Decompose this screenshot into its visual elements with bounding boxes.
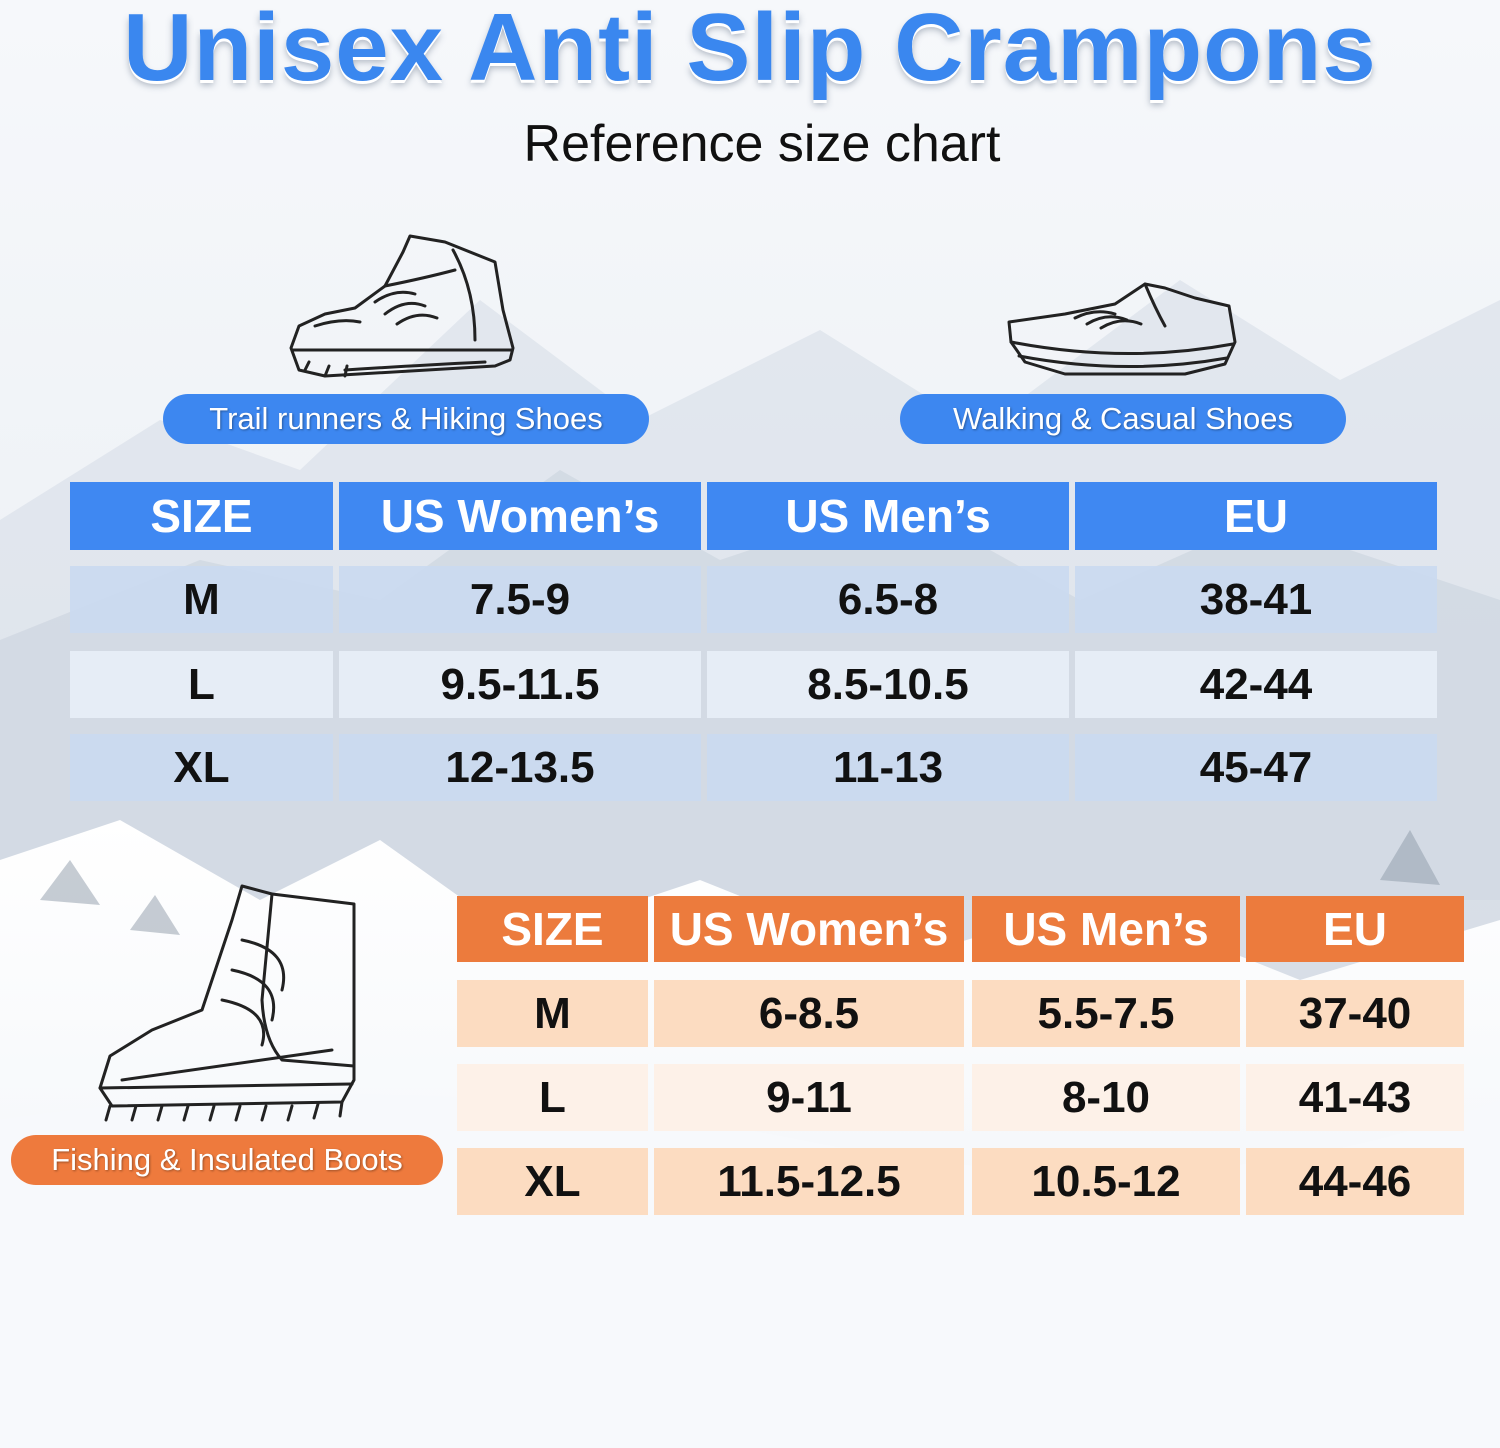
cell-us-womens: 11.5-12.5 xyxy=(654,1148,964,1215)
hiking-shoe-icon xyxy=(289,234,515,378)
page-subtitle: Reference size chart xyxy=(523,115,1001,173)
cell-eu: 37-40 xyxy=(1246,980,1464,1047)
cell-size: XL xyxy=(457,1148,648,1215)
trail-hiking-label: Trail runners & Hiking Shoes xyxy=(163,394,649,444)
cell-us-womens: 9.5-11.5 xyxy=(339,651,701,718)
header-us-mens: US Men’s xyxy=(707,482,1069,550)
cell-us-womens: 7.5-9 xyxy=(339,566,701,633)
cell-eu: 44-46 xyxy=(1246,1148,1464,1215)
cell-eu: 41-43 xyxy=(1246,1064,1464,1131)
cell-us-mens: 11-13 xyxy=(707,734,1069,801)
header-us-mens: US Men’s xyxy=(972,896,1240,962)
cell-size: M xyxy=(457,980,648,1047)
cell-eu: 38-41 xyxy=(1075,566,1437,633)
cell-size: L xyxy=(457,1064,648,1131)
cell-us-mens: 6.5-8 xyxy=(707,566,1069,633)
fishing-insulated-label: Fishing & Insulated Boots xyxy=(11,1135,443,1185)
cell-eu: 45-47 xyxy=(1075,734,1437,801)
cell-us-womens: 9-11 xyxy=(654,1064,964,1131)
cell-size: M xyxy=(70,566,333,633)
cell-us-mens: 8.5-10.5 xyxy=(707,651,1069,718)
header-eu: EU xyxy=(1075,482,1437,550)
header-us-womens: US Women’s xyxy=(654,896,964,962)
walking-casual-label: Walking & Casual Shoes xyxy=(900,394,1346,444)
cell-us-womens: 6-8.5 xyxy=(654,980,964,1047)
page-title: Unisex Anti Slip Crampons xyxy=(123,0,1377,101)
header-size: SIZE xyxy=(457,896,648,962)
cell-us-mens: 5.5-7.5 xyxy=(972,980,1240,1047)
cell-us-mens: 8-10 xyxy=(972,1064,1240,1131)
header-size: SIZE xyxy=(70,482,333,550)
header-us-womens: US Women’s xyxy=(339,482,701,550)
cell-eu: 42-44 xyxy=(1075,651,1437,718)
cell-us-womens: 12-13.5 xyxy=(339,734,701,801)
cell-size: L xyxy=(70,651,333,718)
cell-size: XL xyxy=(70,734,333,801)
header-eu: EU xyxy=(1246,896,1464,962)
cell-us-mens: 10.5-12 xyxy=(972,1148,1240,1215)
casual-shoe-icon xyxy=(1007,282,1237,376)
insulated-boot-icon xyxy=(98,884,356,1122)
